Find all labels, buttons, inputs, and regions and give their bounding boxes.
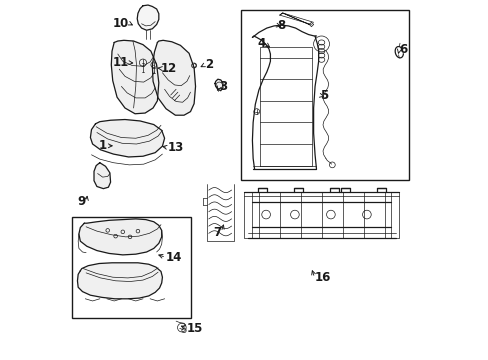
Polygon shape [90, 120, 164, 157]
Text: 4: 4 [257, 37, 265, 50]
Polygon shape [79, 219, 162, 255]
Text: 3: 3 [219, 80, 227, 93]
Text: 15: 15 [186, 322, 203, 335]
Polygon shape [77, 263, 162, 299]
Text: 9: 9 [78, 195, 86, 208]
Polygon shape [279, 13, 313, 27]
Text: 13: 13 [168, 141, 184, 154]
Text: 5: 5 [320, 89, 327, 102]
Text: 16: 16 [314, 271, 330, 284]
Text: 1: 1 [99, 139, 107, 152]
Text: 10: 10 [112, 17, 128, 30]
Text: 14: 14 [166, 251, 182, 264]
Bar [72, 217, 191, 318]
Text: 11: 11 [112, 56, 128, 69]
Text: 8: 8 [276, 19, 285, 32]
Text: 12: 12 [161, 62, 177, 75]
Text: 6: 6 [399, 43, 407, 56]
Polygon shape [111, 40, 159, 114]
Polygon shape [215, 79, 223, 91]
Text: 7: 7 [213, 226, 221, 239]
Polygon shape [137, 5, 159, 30]
Text: 2: 2 [204, 58, 213, 71]
Bar [241, 10, 408, 180]
Polygon shape [152, 40, 195, 115]
Polygon shape [94, 163, 110, 189]
